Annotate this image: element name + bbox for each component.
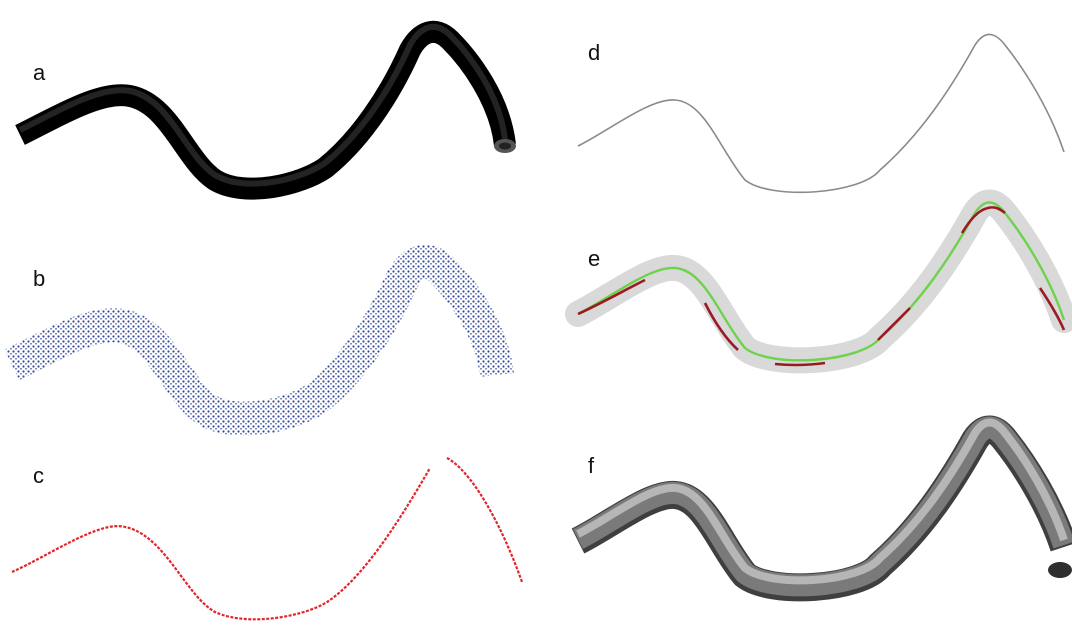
panel-label-b: b — [33, 266, 46, 291]
panel-a-hose-photo — [20, 27, 516, 189]
panel-d-thin-curve — [577, 33, 1065, 194]
tube-end-icon — [1048, 562, 1072, 578]
panel-c-centerline — [11, 457, 524, 621]
panel-label-e: e — [588, 246, 601, 271]
panel-f-3d-tube — [578, 422, 1072, 587]
panel-label-c: c — [33, 463, 44, 488]
panel-label-a: a — [33, 60, 46, 85]
panel-label-d: d — [588, 40, 601, 65]
panel-b-point-cloud — [12, 262, 497, 419]
panel-e-segmented-curve — [578, 202, 1064, 365]
panel-label-f: f — [588, 453, 595, 478]
